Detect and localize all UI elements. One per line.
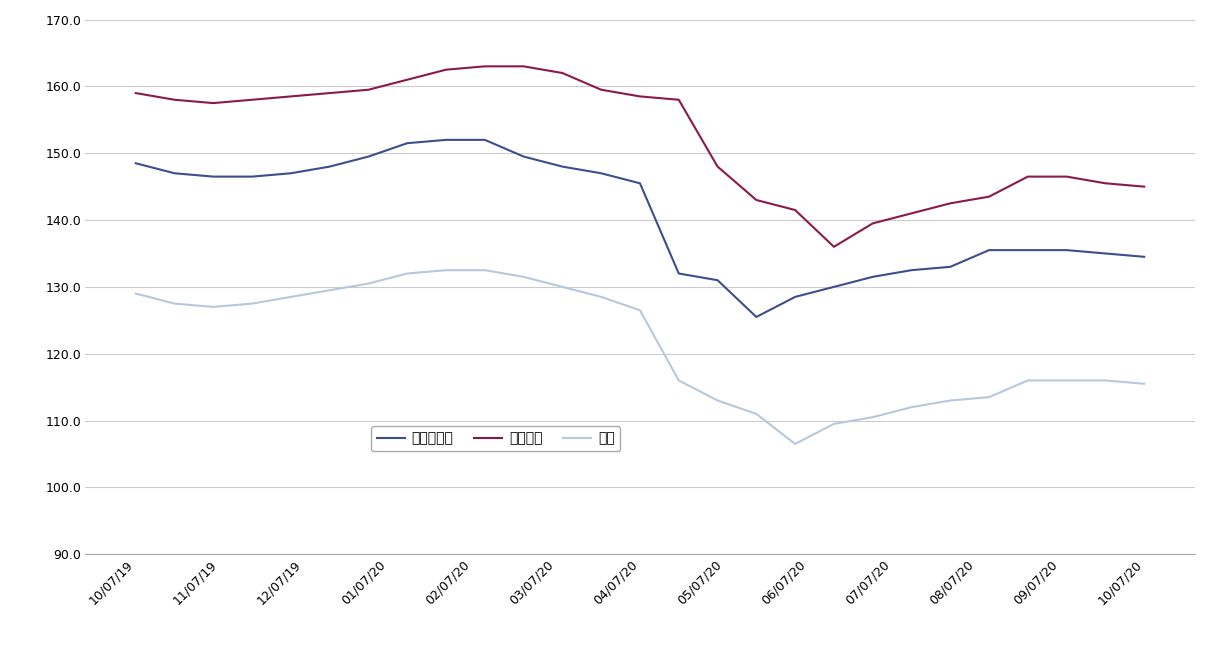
Legend: レギュラー, ハイオク, 軽油: レギュラー, ハイオク, 軽油 [372, 426, 620, 451]
